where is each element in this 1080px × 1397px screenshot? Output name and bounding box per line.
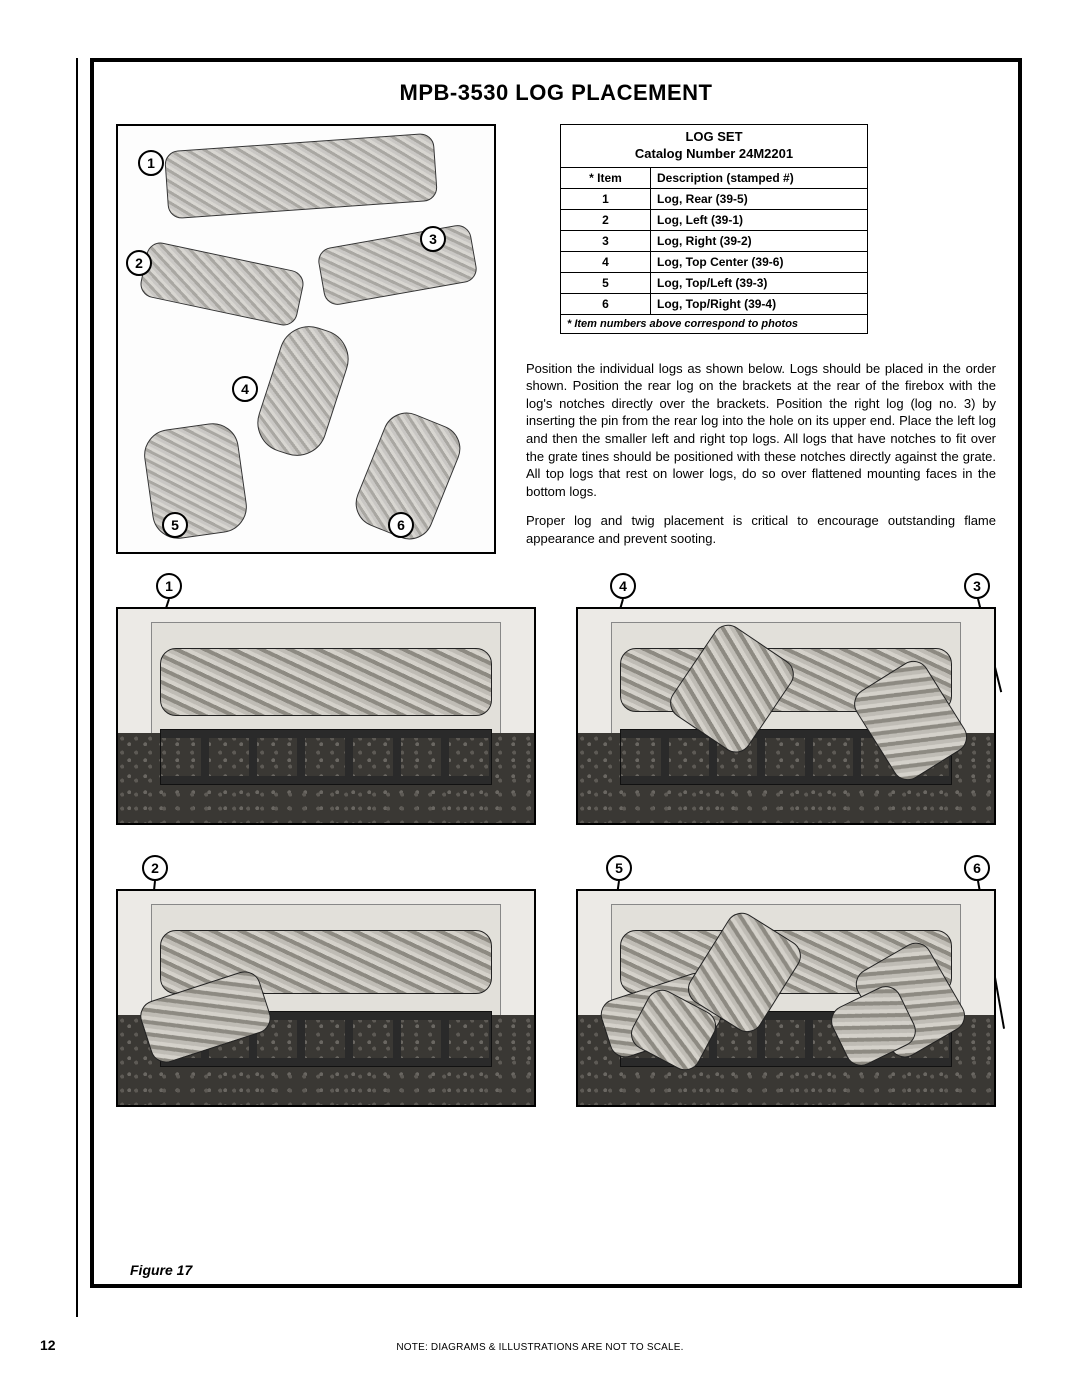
photo-callout-6: 6 bbox=[964, 855, 990, 881]
diagram-log-1 bbox=[164, 133, 438, 220]
instructions-p1: Position the individual logs as shown be… bbox=[526, 360, 996, 500]
content-frame: MPB-3530 LOG PLACEMENT 1 2 3 4 5 6 bbox=[90, 58, 1022, 1288]
table-row: 6Log, Top/Right (39-4) bbox=[561, 293, 868, 314]
firebox-photo bbox=[576, 889, 996, 1107]
diagram-log-3 bbox=[316, 223, 479, 307]
photo-callout-1: 1 bbox=[156, 573, 182, 599]
upper-row: 1 2 3 4 5 6 LOG SET Catalog Number 24M22… bbox=[116, 124, 996, 559]
callout-1: 1 bbox=[138, 150, 164, 176]
figure-label: Figure 17 bbox=[130, 1262, 192, 1278]
callout-4: 4 bbox=[232, 376, 258, 402]
table-row: 3Log, Right (39-2) bbox=[561, 230, 868, 251]
page-title: MPB-3530 LOG PLACEMENT bbox=[116, 80, 996, 106]
firebox-photo bbox=[116, 889, 536, 1107]
photo-grid: 1 4 3 bbox=[116, 573, 996, 1107]
table-row: 5Log, Top/Left (39-3) bbox=[561, 272, 868, 293]
instructions: Position the individual logs as shown be… bbox=[526, 360, 996, 559]
grate bbox=[160, 729, 493, 785]
callout-3: 3 bbox=[420, 226, 446, 252]
table-row: 4Log, Top Center (39-6) bbox=[561, 251, 868, 272]
diagram-log-5 bbox=[141, 420, 250, 542]
page-footnote: NOTE: DIAGRAMS & ILLUSTRATIONS ARE NOT T… bbox=[0, 1342, 1080, 1353]
table-header-line1: LOG SET bbox=[685, 129, 742, 144]
manual-page: MPB-3530 LOG PLACEMENT 1 2 3 4 5 6 bbox=[0, 0, 1080, 1397]
right-column: LOG SET Catalog Number 24M2201 * Item De… bbox=[526, 124, 996, 559]
col-desc: Description (stamped #) bbox=[651, 167, 868, 188]
table-header-value: 24M2201 bbox=[739, 146, 793, 161]
callout-6: 6 bbox=[388, 512, 414, 538]
photo-cell-3: 2 bbox=[116, 855, 536, 1107]
log-diagram: 1 2 3 4 5 6 bbox=[116, 124, 496, 554]
callout-2: 2 bbox=[126, 250, 152, 276]
table-header: LOG SET Catalog Number 24M2201 bbox=[561, 125, 868, 168]
diagram-log-4 bbox=[250, 318, 357, 463]
instructions-p2: Proper log and twig placement is critica… bbox=[526, 512, 996, 547]
photo-log-rear bbox=[160, 648, 493, 716]
firebox-photo bbox=[576, 607, 996, 825]
page-rule bbox=[76, 58, 78, 1317]
table-header-line2-prefix: Catalog Number bbox=[635, 146, 739, 161]
diagram-log-2 bbox=[138, 240, 306, 328]
photo-cell-4: 5 6 bbox=[576, 855, 996, 1107]
photo-callout-3: 3 bbox=[964, 573, 990, 599]
photo-cell-2: 4 3 bbox=[576, 573, 996, 825]
photo-callout-2: 2 bbox=[142, 855, 168, 881]
photo-callout-5: 5 bbox=[606, 855, 632, 881]
photo-callout-4: 4 bbox=[610, 573, 636, 599]
logset-table: LOG SET Catalog Number 24M2201 * Item De… bbox=[560, 124, 868, 334]
table-row: 2Log, Left (39-1) bbox=[561, 209, 868, 230]
table-row: 1Log, Rear (39-5) bbox=[561, 188, 868, 209]
col-item: * Item bbox=[561, 167, 651, 188]
table-footnote: * Item numbers above correspond to photo… bbox=[561, 314, 868, 333]
callout-5: 5 bbox=[162, 512, 188, 538]
photo-cell-1: 1 bbox=[116, 573, 536, 825]
firebox-photo bbox=[116, 607, 536, 825]
